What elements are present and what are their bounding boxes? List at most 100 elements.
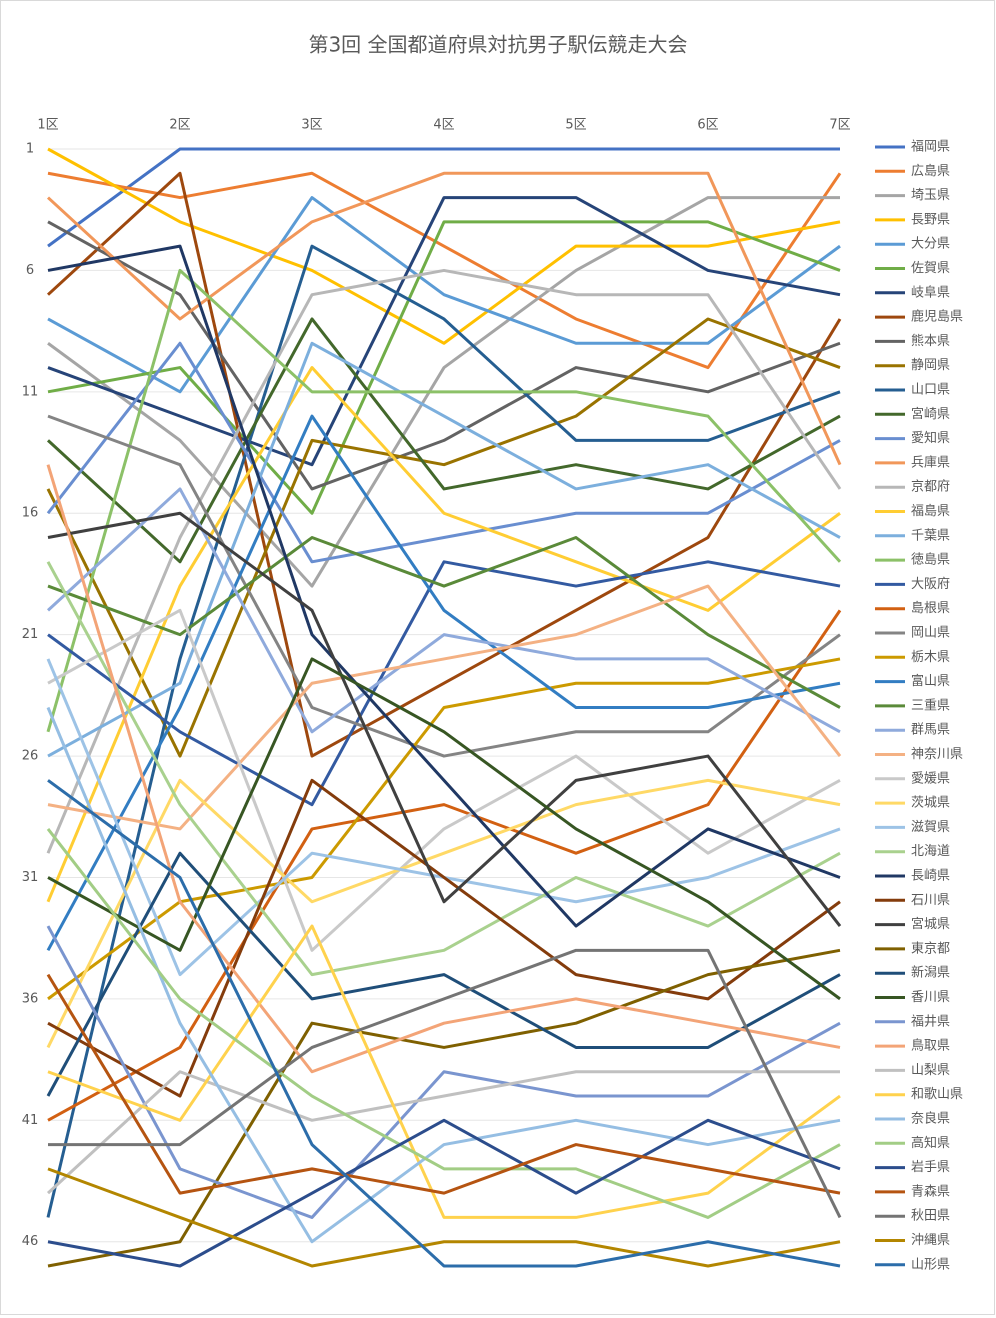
y-tick-label: 16 [22, 506, 39, 521]
legend-label: 奈良県 [911, 1111, 950, 1127]
legend-label: 大阪府 [911, 577, 950, 592]
legend-label: 高知県 [911, 1135, 950, 1151]
legend-label: 長野県 [911, 212, 950, 227]
x-tick-label: 3区 [301, 118, 322, 133]
series-line [47, 536, 841, 709]
legend-label: 千葉県 [911, 528, 950, 543]
y-tick-label: 31 [22, 870, 39, 885]
legend-label: 鹿児島県 [911, 309, 963, 325]
series-line [47, 220, 841, 515]
legend-label: 石川県 [911, 893, 950, 908]
y-tick-label: 6 [26, 263, 34, 278]
legend-label: 三重県 [911, 697, 950, 713]
legend-label: 山梨県 [911, 1063, 950, 1078]
series-line [47, 244, 841, 928]
legend-label: 沖縄県 [911, 1233, 950, 1248]
legend-label: 青森県 [911, 1184, 950, 1199]
legend-label: 大分県 [911, 237, 950, 252]
legend-label: 山形県 [911, 1257, 950, 1272]
legend-label: 東京都 [911, 940, 950, 956]
series-line [46, 464, 841, 1074]
series-line [47, 924, 841, 1219]
x-tick-label: 2区 [169, 118, 190, 133]
series-line [47, 609, 842, 1122]
series-line [47, 147, 841, 345]
series-line [47, 341, 841, 758]
series-line [48, 948, 842, 1219]
legend-label: 愛媛県 [911, 771, 950, 786]
legend-label: 長崎県 [911, 869, 950, 884]
legend-label: 徳島県 [911, 553, 950, 568]
y-tick-label: 1 [26, 142, 34, 157]
legend-label: 山口県 [911, 383, 950, 398]
x-tick-label: 4区 [433, 118, 454, 133]
series-line [46, 706, 841, 1244]
series-line [46, 778, 841, 1049]
y-tick-label: 36 [22, 991, 39, 1006]
series-line [47, 196, 841, 394]
chart-title: 第3回 全国都道府県対抗男子駅伝競走大会 [308, 33, 687, 57]
legend-label: 兵庫県 [911, 455, 950, 470]
legend-label: 栃木県 [911, 650, 950, 665]
legend-label: 香川県 [911, 990, 950, 1005]
series-line [47, 608, 841, 952]
series-line [46, 268, 842, 733]
legend-label: 福岡県 [911, 140, 950, 155]
series-line [47, 584, 842, 831]
legend-label: 佐賀県 [911, 261, 950, 276]
x-tick-label: 5区 [565, 118, 586, 133]
series-line [47, 1118, 841, 1268]
series-line [46, 317, 841, 758]
x-tick-label: 7区 [829, 118, 850, 133]
series-line [47, 414, 841, 758]
series-line [47, 778, 841, 1098]
series-line [46, 268, 842, 854]
legend-label: 福島県 [911, 504, 950, 519]
series-line [47, 657, 841, 1001]
series-line [46, 414, 841, 952]
legend-label: 群馬県 [911, 723, 950, 738]
x-tick-label: 6区 [697, 118, 718, 133]
series-line [47, 171, 842, 370]
series-line [47, 560, 841, 807]
legend-label: 京都府 [911, 480, 950, 495]
legend-label: 静岡県 [911, 358, 950, 373]
legend-label: 宮城県 [911, 916, 950, 932]
series-line [46, 171, 842, 466]
x-tick-label: 1区 [37, 118, 58, 133]
legend-label: 宮崎県 [911, 406, 950, 422]
series-line [46, 827, 841, 1219]
legend-label: 岐阜県 [911, 284, 950, 300]
legend-label: 新潟県 [911, 965, 950, 981]
legend-label: 鳥取県 [911, 1039, 950, 1054]
legend-label: 岩手県 [911, 1160, 950, 1175]
legend-label: 神奈川県 [911, 747, 963, 762]
series-line [46, 171, 842, 758]
series-line [47, 779, 841, 1268]
y-tick-label: 41 [22, 1113, 39, 1128]
y-tick-label: 46 [22, 1234, 39, 1249]
series-line [47, 147, 840, 248]
series-line [46, 973, 841, 1195]
series-line [47, 511, 842, 927]
series-line [46, 851, 841, 1097]
series-line [47, 196, 840, 588]
legend-label: 茨城県 [911, 796, 950, 811]
y-tick-label: 26 [22, 749, 39, 764]
legend-label: 和歌山県 [911, 1087, 963, 1102]
y-tick-label: 11 [22, 384, 39, 399]
legend-label: 福井県 [911, 1014, 950, 1029]
legend-label: 秋田県 [911, 1209, 950, 1224]
legend-label: 島根県 [911, 601, 950, 616]
series-line [47, 1167, 841, 1268]
series-line [46, 341, 841, 564]
series-line [47, 196, 841, 467]
series-line [46, 487, 841, 734]
legend-label: 埼玉県 [911, 188, 950, 203]
y-tick-label: 21 [22, 627, 39, 642]
series-line [46, 561, 841, 977]
legend-label: 熊本県 [911, 333, 950, 349]
legend-label: 富山県 [911, 673, 950, 689]
